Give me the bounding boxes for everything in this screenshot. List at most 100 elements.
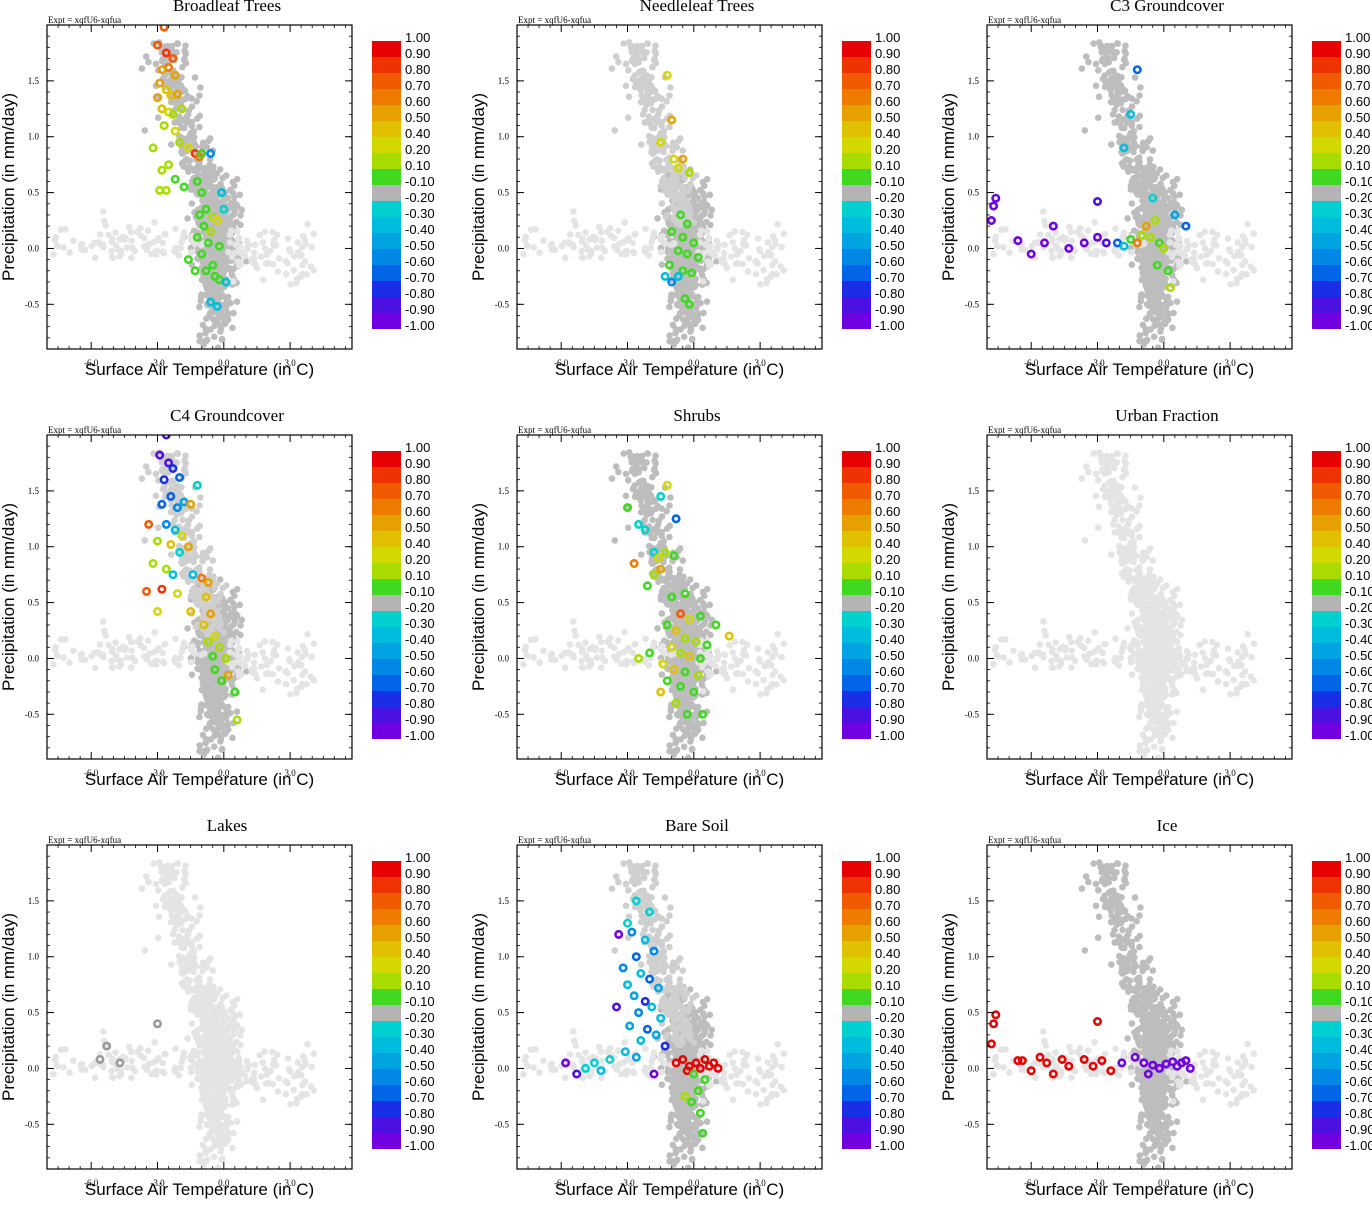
background-point bbox=[1148, 247, 1155, 254]
colorbar-label: -0.40 bbox=[405, 632, 435, 648]
background-point bbox=[50, 661, 57, 668]
background-point bbox=[205, 712, 212, 719]
y-tick-label: -0.5 bbox=[495, 299, 510, 309]
background-point bbox=[52, 647, 59, 654]
background-point bbox=[1141, 240, 1148, 247]
colorbar-label: 1.00 bbox=[875, 30, 900, 46]
colorbar-segment bbox=[372, 659, 401, 675]
y-tick-label: 0.0 bbox=[968, 243, 980, 253]
colorbar-segment bbox=[842, 185, 871, 201]
background-point bbox=[1161, 219, 1168, 226]
background-point bbox=[1123, 156, 1130, 163]
background-point bbox=[302, 241, 309, 248]
colorbar-label: -1.00 bbox=[1345, 318, 1372, 334]
background-point bbox=[578, 248, 585, 255]
background-point bbox=[179, 64, 186, 71]
background-point bbox=[196, 714, 203, 721]
data-point bbox=[188, 501, 194, 507]
colorbar-label: -0.40 bbox=[1345, 222, 1372, 238]
data-point bbox=[159, 167, 165, 173]
background-point bbox=[1144, 266, 1151, 273]
background-point bbox=[270, 261, 277, 268]
colorbar-segment bbox=[372, 121, 401, 137]
background-point bbox=[299, 262, 306, 269]
background-point bbox=[1163, 172, 1170, 179]
colorbar-label: -0.70 bbox=[405, 270, 435, 286]
background-point bbox=[239, 617, 246, 624]
data-point bbox=[1134, 67, 1140, 73]
background-point bbox=[144, 656, 151, 663]
colorbar-label: 0.60 bbox=[405, 94, 430, 110]
background-point bbox=[153, 61, 160, 68]
background-point bbox=[754, 260, 761, 267]
colorbar-label: -0.30 bbox=[405, 206, 435, 222]
background-point bbox=[626, 94, 633, 101]
colorbar-label: -0.70 bbox=[405, 680, 435, 696]
background-point bbox=[650, 86, 657, 93]
background-point bbox=[287, 658, 294, 665]
colorbar-segment bbox=[372, 691, 401, 707]
background-point bbox=[254, 265, 261, 272]
background-point bbox=[254, 675, 261, 682]
data-point bbox=[174, 590, 180, 596]
background-point bbox=[261, 638, 268, 645]
background-point bbox=[229, 735, 236, 742]
background-point bbox=[112, 229, 119, 236]
background-point bbox=[1090, 40, 1097, 47]
colorbar-label: -0.60 bbox=[405, 664, 435, 680]
background-point bbox=[668, 298, 675, 305]
x-axis-label: Surface Air Temperature (in C) bbox=[1025, 360, 1254, 379]
data-point bbox=[1015, 237, 1021, 243]
background-point bbox=[183, 566, 190, 573]
colorbar-segment bbox=[372, 185, 401, 201]
data-point bbox=[159, 586, 165, 592]
background-point bbox=[732, 245, 739, 252]
background-point bbox=[1141, 169, 1148, 176]
background-point bbox=[178, 239, 185, 246]
background-point bbox=[304, 221, 311, 228]
background-point bbox=[602, 248, 609, 255]
background-point bbox=[1121, 48, 1128, 55]
background-point bbox=[252, 652, 259, 659]
background-point bbox=[308, 654, 315, 661]
colorbar-segment bbox=[372, 643, 401, 659]
background-point bbox=[258, 663, 265, 670]
background-point bbox=[225, 722, 232, 729]
background-point bbox=[741, 237, 748, 244]
background-point bbox=[1155, 344, 1162, 351]
colorbar-label: -0.20 bbox=[405, 190, 435, 206]
background-point bbox=[1227, 281, 1234, 288]
background-point bbox=[215, 707, 222, 714]
colorbar-segment bbox=[372, 515, 401, 531]
background-point bbox=[691, 284, 698, 291]
background-point bbox=[609, 65, 616, 72]
background-point bbox=[1215, 268, 1222, 275]
colorbar-segment bbox=[842, 41, 871, 57]
background-point bbox=[152, 249, 159, 256]
background-point bbox=[1157, 227, 1164, 234]
background-point bbox=[155, 114, 162, 121]
background-point bbox=[1138, 298, 1145, 305]
background-point bbox=[1179, 207, 1186, 214]
background-point bbox=[259, 239, 266, 246]
colorbar-label: -0.50 bbox=[875, 238, 905, 254]
background-point bbox=[1144, 336, 1151, 343]
background-point bbox=[1124, 215, 1131, 222]
background-point bbox=[208, 601, 215, 608]
background-point bbox=[184, 625, 191, 632]
data-point bbox=[154, 608, 160, 614]
background-point bbox=[178, 98, 185, 105]
background-point bbox=[283, 681, 290, 688]
colorbar-segment bbox=[1312, 57, 1341, 73]
data-point bbox=[143, 588, 149, 594]
background-point bbox=[1132, 74, 1139, 81]
background-point bbox=[225, 249, 232, 256]
background-point bbox=[178, 559, 185, 566]
background-point bbox=[299, 672, 306, 679]
data-point bbox=[990, 203, 996, 209]
background-point bbox=[641, 119, 648, 126]
background-point bbox=[1169, 325, 1176, 332]
colorbar-label: 0.40 bbox=[405, 126, 430, 142]
